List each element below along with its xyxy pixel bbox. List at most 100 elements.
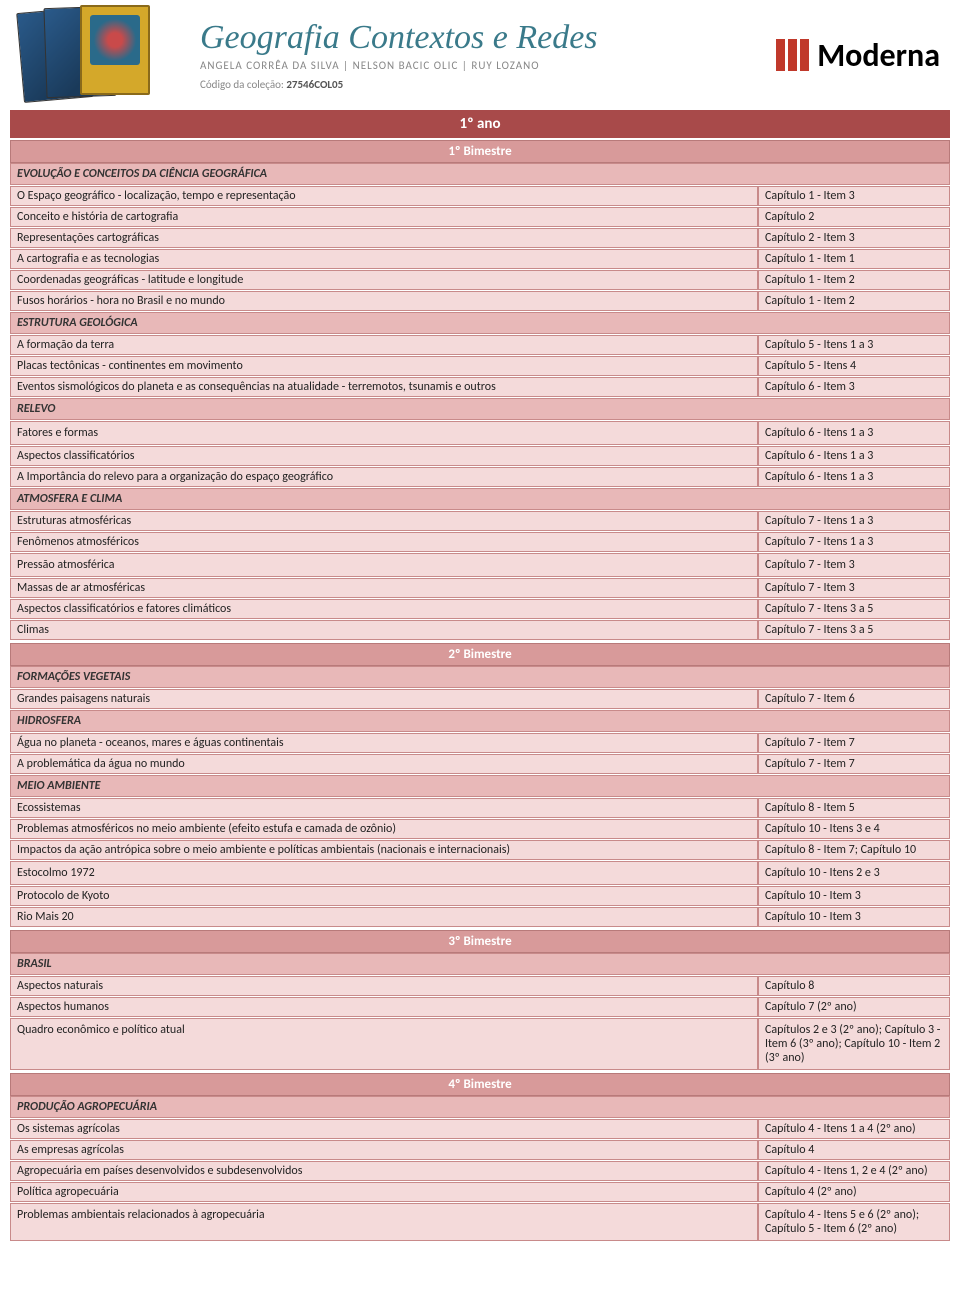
table-row: Impactos da ação antrópica sobre o meio …	[10, 840, 950, 860]
section-heading: BRASIL	[10, 953, 950, 975]
topic-cell: Grandes paisagens naturais	[10, 689, 758, 709]
series-title: Geografia Contextos e Redes	[200, 19, 756, 57]
topic-cell: Massas de ar atmosféricas	[10, 578, 758, 598]
table-row: Estruturas atmosféricasCapítulo 7 - Iten…	[10, 511, 950, 531]
topic-cell: Ecossistemas	[10, 798, 758, 818]
year-title-bar: 1º ano	[10, 110, 950, 138]
section-heading: RELEVO	[10, 398, 950, 420]
topic-cell: A cartografia e as tecnologias	[10, 249, 758, 269]
table-row: Problemas ambientais relacionados à agro…	[10, 1203, 950, 1241]
table-row: Massas de ar atmosféricasCapítulo 7 - It…	[10, 578, 950, 598]
reference-cell: Capítulo 7 - Item 3	[758, 553, 950, 577]
topic-cell: Quadro econômico e político atual	[10, 1018, 758, 1070]
table-row: Rio Mais 20Capítulo 10 - Item 3	[10, 907, 950, 927]
section-table: A formação da terraCapítulo 5 - Itens 1 …	[10, 334, 950, 398]
topic-cell: Representações cartográficas	[10, 228, 758, 248]
topic-cell: Climas	[10, 620, 758, 640]
reference-cell: Capítulo 5 - Itens 1 a 3	[758, 335, 950, 355]
reference-cell: Capítulo 6 - Itens 1 a 3	[758, 421, 950, 445]
reference-cell: Capítulo 6 - Itens 1 a 3	[758, 467, 950, 487]
topic-cell: Aspectos classificatórios	[10, 446, 758, 466]
reference-cell: Capítulo 10 - Itens 2 e 3	[758, 861, 950, 885]
reference-cell: Capítulo 7 (2º ano)	[758, 997, 950, 1017]
section-heading: FORMAÇÕES VEGETAIS	[10, 666, 950, 688]
section-heading: EVOLUÇÃO E CONCEITOS DA CIÊNCIA GEOGRÁFI…	[10, 163, 950, 185]
table-row: Problemas atmosféricos no meio ambiente …	[10, 819, 950, 839]
topic-cell: O Espaço geográfico - localização, tempo…	[10, 186, 758, 206]
reference-cell: Capítulo 4	[758, 1140, 950, 1160]
reference-cell: Capítulo 4 - Itens 1, 2 e 4 (2º ano)	[758, 1161, 950, 1181]
reference-cell: Capítulo 7 - Item 6	[758, 689, 950, 709]
book-cover-thumbnails	[20, 5, 180, 105]
topic-cell: A formação da terra	[10, 335, 758, 355]
reference-cell: Capítulo 1 - Item 2	[758, 291, 950, 311]
table-row: EcossistemasCapítulo 8 - Item 5	[10, 798, 950, 818]
reference-cell: Capítulo 5 - Itens 4	[758, 356, 950, 376]
table-row: Agropecuária em países desenvolvidos e s…	[10, 1161, 950, 1181]
table-row: A problemática da água no mundoCapítulo …	[10, 754, 950, 774]
bimestre-title-bar: 4º Bimestre	[10, 1073, 950, 1096]
reference-cell: Capítulo 10 - Item 3	[758, 907, 950, 927]
section-table: EcossistemasCapítulo 8 - Item 5Problemas…	[10, 797, 950, 928]
table-row: Fatores e formasCapítulo 6 - Itens 1 a 3	[10, 421, 950, 445]
publisher-logo: Moderna	[776, 36, 940, 75]
bimestre-title-bar: 3º Bimestre	[10, 930, 950, 953]
section-heading: PRODUÇÃO AGROPECUÁRIA	[10, 1096, 950, 1118]
reference-cell: Capítulo 10 - Itens 3 e 4	[758, 819, 950, 839]
reference-cell: Capítulo 7 - Item 7	[758, 754, 950, 774]
bimestre-title-bar: 1º Bimestre	[10, 140, 950, 163]
topic-cell: Água no planeta - oceanos, mares e águas…	[10, 733, 758, 753]
table-row: Os sistemas agrícolasCapítulo 4 - Itens …	[10, 1119, 950, 1139]
topic-cell: As empresas agrícolas	[10, 1140, 758, 1160]
table-row: Quadro econômico e político atualCapítul…	[10, 1018, 950, 1070]
table-row: Aspectos classificatórios e fatores clim…	[10, 599, 950, 619]
table-row: A cartografia e as tecnologiasCapítulo 1…	[10, 249, 950, 269]
collection-code: Código da coleção: 27546COL05	[200, 78, 756, 91]
table-row: Aspectos classificatóriosCapítulo 6 - It…	[10, 446, 950, 466]
section-table: Os sistemas agrícolasCapítulo 4 - Itens …	[10, 1118, 950, 1242]
table-row: Pressão atmosféricaCapítulo 7 - Item 3	[10, 553, 950, 577]
table-row: Aspectos naturaisCapítulo 8	[10, 976, 950, 996]
publisher-name: Moderna	[817, 36, 940, 75]
topic-cell: Rio Mais 20	[10, 907, 758, 927]
section-heading: HIDROSFERA	[10, 710, 950, 732]
table-row: Fenômenos atmosféricosCapítulo 7 - Itens…	[10, 532, 950, 552]
header-banner: Geografia Contextos e Redes ANGELA CORRÊ…	[0, 0, 960, 110]
table-row: Placas tectônicas - continentes em movim…	[10, 356, 950, 376]
reference-cell: Capítulo 2 - Item 3	[758, 228, 950, 248]
topic-cell: Protocolo de Kyoto	[10, 886, 758, 906]
reference-cell: Capítulo 6 - Itens 1 a 3	[758, 446, 950, 466]
reference-cell: Capítulo 4 - Itens 5 e 6 (2º ano); Capít…	[758, 1203, 950, 1241]
section-table: O Espaço geográfico - localização, tempo…	[10, 185, 950, 312]
codigo-label: Código da coleção:	[200, 78, 284, 91]
table-row: Política agropecuáriaCapítulo 4 (2º ano)	[10, 1182, 950, 1202]
topic-cell: Fenômenos atmosféricos	[10, 532, 758, 552]
reference-cell: Capítulo 10 - Item 3	[758, 886, 950, 906]
reference-cell: Capítulo 8 - Item 5	[758, 798, 950, 818]
table-row: Conceito e história de cartografiaCapítu…	[10, 207, 950, 227]
bimestre-title-bar: 2º Bimestre	[10, 643, 950, 666]
reference-cell: Capítulo 4 (2º ano)	[758, 1182, 950, 1202]
table-row: Representações cartográficasCapítulo 2 -…	[10, 228, 950, 248]
section-heading: ATMOSFERA E CLIMA	[10, 488, 950, 510]
topic-cell: Conceito e história de cartografia	[10, 207, 758, 227]
topic-cell: Eventos sismológicos do planeta e as con…	[10, 377, 758, 397]
reference-cell: Capítulo 4 - Itens 1 a 4 (2º ano)	[758, 1119, 950, 1139]
topic-cell: Fatores e formas	[10, 421, 758, 445]
topic-cell: Estocolmo 1972	[10, 861, 758, 885]
topic-cell: Estruturas atmosféricas	[10, 511, 758, 531]
topic-cell: Política agropecuária	[10, 1182, 758, 1202]
codigo-value: 27546COL05	[286, 78, 343, 91]
table-row: As empresas agrícolasCapítulo 4	[10, 1140, 950, 1160]
reference-cell: Capítulo 8	[758, 976, 950, 996]
section-heading: MEIO AMBIENTE	[10, 775, 950, 797]
authors-line: ANGELA CORRÊA DA SILVA | NELSON BACIC OL…	[200, 59, 756, 72]
table-row: Eventos sismológicos do planeta e as con…	[10, 377, 950, 397]
topic-cell: Os sistemas agrícolas	[10, 1119, 758, 1139]
section-table: Aspectos naturaisCapítulo 8Aspectos huma…	[10, 975, 950, 1071]
topic-cell: Aspectos naturais	[10, 976, 758, 996]
table-row: Coordenadas geográficas - latitude e lon…	[10, 270, 950, 290]
moderna-bars-icon	[776, 39, 809, 71]
section-table: Fatores e formasCapítulo 6 - Itens 1 a 3…	[10, 420, 950, 488]
topic-cell: Problemas ambientais relacionados à agro…	[10, 1203, 758, 1241]
